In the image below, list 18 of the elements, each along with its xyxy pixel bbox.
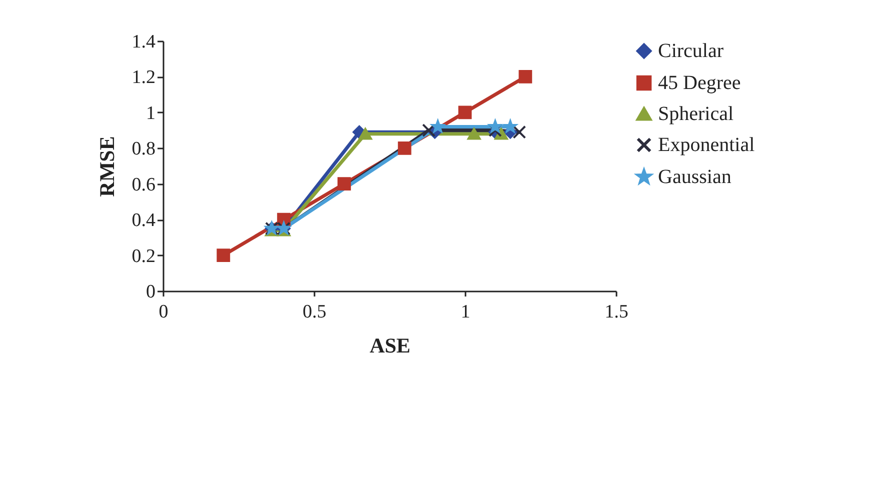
legend-label: 45 Degree [658,72,741,94]
legend-label: Gaussian [658,166,732,188]
y-tick-label: 0.6 [132,174,156,196]
y-tick-label: 0.2 [132,246,156,267]
y-tick-label: 0.4 [132,210,156,232]
y-tick-label: 0 [146,282,156,302]
y-tick-label: 1.2 [132,67,156,88]
y-tick-label: 1 [146,102,156,124]
legend-label: Exponential [658,134,756,156]
x-tick-label: 0.5 [302,302,326,322]
legend-label: Circular [658,40,724,62]
x-tick-label: 1.5 [604,302,628,322]
x-axis-title: ASE [370,334,410,358]
legend-label: Spherical [658,103,734,125]
y-axis-title: RMSE [94,136,119,197]
y-tick-label: 1.4 [132,32,156,52]
y-tick-label: 0.8 [132,138,156,160]
x-tick-label: 1 [460,302,470,322]
